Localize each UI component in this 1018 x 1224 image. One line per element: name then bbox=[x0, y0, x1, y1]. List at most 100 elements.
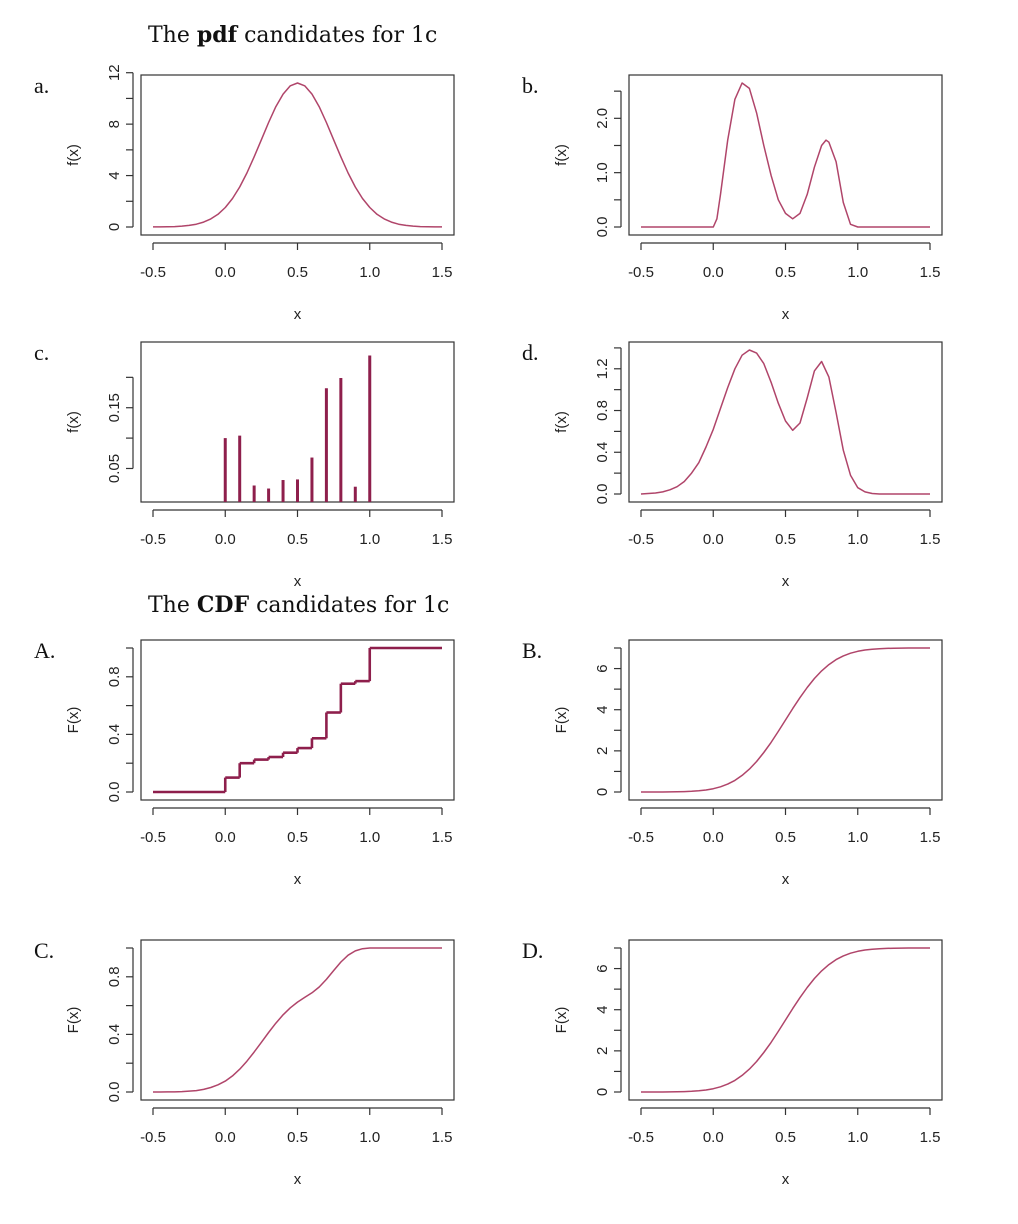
x-tick-label: 0.5 bbox=[287, 829, 308, 846]
y-tick-label: 0.0 bbox=[106, 782, 123, 803]
chart-panel-D: -0.5 0.0 0.5 1.0 1.5 x 0 2 4 6 F(x) bbox=[553, 939, 943, 1188]
chart-panel-d: -0.5 0.0 0.5 1.0 1.5 x 0.0 0.4 0.8 1.2 f(x) bbox=[553, 341, 943, 590]
x-tick-label: 0.0 bbox=[703, 264, 724, 281]
x-tick-label: 0.0 bbox=[703, 531, 724, 548]
y-tick-label: 0.8 bbox=[106, 666, 123, 687]
x-tick-label: 0.0 bbox=[215, 1129, 236, 1146]
chart-panel-C: -0.5 0.0 0.5 1.0 1.5 x 0.0 0.4 0.8 F(x) bbox=[65, 939, 455, 1188]
chart-panel-A: -0.5 0.0 0.5 1.0 1.5 x 0.0 0.4 0.8 F(x) bbox=[65, 639, 455, 888]
x-tick-label: 1.5 bbox=[432, 531, 453, 548]
x-tick-label: 0.0 bbox=[215, 264, 236, 281]
cdf-heading: The CDF candidates for 1c bbox=[148, 592, 449, 618]
panel-label-b: b. bbox=[522, 73, 539, 98]
x-tick-label: 1.0 bbox=[359, 829, 380, 846]
pdf-heading-pre: The bbox=[148, 23, 197, 48]
y-tick-label: 2 bbox=[594, 1047, 611, 1055]
y-tick-label: 1.0 bbox=[594, 162, 611, 183]
y-tick-label: 2.0 bbox=[594, 108, 611, 129]
x-axis-label: x bbox=[294, 573, 302, 590]
curve-line bbox=[153, 82, 442, 228]
x-axis-label: x bbox=[294, 306, 302, 323]
x-tick-label: 0.0 bbox=[703, 1129, 724, 1146]
y-axis-label: f(x) bbox=[65, 411, 82, 433]
x-axis-label: x bbox=[782, 573, 790, 590]
x-tick-label: -0.5 bbox=[140, 531, 166, 548]
panel-label-a: a. bbox=[34, 73, 50, 98]
x-tick-label: 1.0 bbox=[359, 264, 380, 281]
panel-label-A: A. bbox=[34, 638, 56, 663]
x-tick-label: 0.5 bbox=[775, 264, 796, 281]
x-tick-label: 0.0 bbox=[703, 829, 724, 846]
x-tick-label: 0.5 bbox=[775, 531, 796, 548]
y-tick-label: 0.15 bbox=[106, 393, 123, 422]
pdf-heading: The pdf candidates for 1c bbox=[148, 22, 437, 48]
curve-line bbox=[153, 947, 442, 1093]
x-tick-label: -0.5 bbox=[140, 829, 166, 846]
x-tick-label: 1.5 bbox=[920, 531, 941, 548]
x-tick-label: 1.5 bbox=[920, 829, 941, 846]
x-tick-label: 1.5 bbox=[920, 264, 941, 281]
y-tick-label: 0 bbox=[594, 788, 611, 796]
y-tick-label: 4 bbox=[106, 171, 123, 179]
plot-box bbox=[140, 939, 455, 1101]
x-tick-label: -0.5 bbox=[628, 1129, 654, 1146]
x-tick-label: 1.0 bbox=[847, 1129, 868, 1146]
y-axis-label: F(x) bbox=[65, 1007, 82, 1034]
panel-label-d: d. bbox=[522, 340, 539, 365]
x-tick-label: 1.5 bbox=[920, 1129, 941, 1146]
y-axis-label: F(x) bbox=[553, 1007, 570, 1034]
plot-box bbox=[140, 74, 455, 236]
chart-panel-c: -0.5 0.0 0.5 1.0 1.5 x 0.05 0.15 f(x) bbox=[65, 341, 455, 590]
y-tick-label: 0 bbox=[106, 223, 123, 231]
y-axis-label: f(x) bbox=[65, 144, 82, 166]
plot-box bbox=[628, 74, 943, 236]
y-tick-label: 6 bbox=[594, 664, 611, 672]
y-tick-label: 6 bbox=[594, 964, 611, 972]
x-tick-label: 1.0 bbox=[359, 531, 380, 548]
x-tick-label: 1.0 bbox=[847, 829, 868, 846]
plot-box bbox=[628, 939, 943, 1101]
cdf-heading-post: candidates for 1c bbox=[249, 593, 450, 618]
y-tick-label: 4 bbox=[594, 706, 611, 714]
x-tick-label: -0.5 bbox=[140, 264, 166, 281]
y-tick-label: 8 bbox=[106, 120, 123, 128]
x-tick-label: 1.5 bbox=[432, 829, 453, 846]
x-tick-label: -0.5 bbox=[628, 829, 654, 846]
y-tick-label: 1.2 bbox=[594, 358, 611, 379]
panel-label-B: B. bbox=[522, 638, 543, 663]
pdf-heading-bold: pdf bbox=[196, 22, 238, 48]
cdf-heading-pre: The bbox=[148, 593, 197, 618]
x-tick-label: 0.0 bbox=[215, 829, 236, 846]
x-tick-label: 0.5 bbox=[287, 264, 308, 281]
y-tick-label: 0.4 bbox=[106, 724, 123, 745]
x-tick-label: 1.0 bbox=[847, 264, 868, 281]
x-tick-label: -0.5 bbox=[628, 264, 654, 281]
x-tick-label: 0.5 bbox=[287, 1129, 308, 1146]
chart-panel-B: -0.5 0.0 0.5 1.0 1.5 x 0 2 4 6 F(x) bbox=[553, 639, 943, 888]
y-tick-label: 0.4 bbox=[594, 442, 611, 463]
x-axis-label: x bbox=[782, 1171, 790, 1188]
y-axis-label: f(x) bbox=[553, 144, 570, 166]
pdf-heading-post: candidates for 1c bbox=[237, 23, 438, 48]
curve-line bbox=[641, 647, 930, 793]
x-axis-label: x bbox=[294, 871, 302, 888]
plot-box bbox=[628, 639, 943, 801]
cdf-heading-bold: CDF bbox=[196, 592, 250, 618]
x-tick-label: 0.5 bbox=[287, 531, 308, 548]
x-axis-label: x bbox=[782, 871, 790, 888]
panel-label-D: D. bbox=[522, 938, 544, 963]
chart-panel-a: -0.5 0.0 0.5 1.0 1.5 x 0 4 8 12 f(x) bbox=[65, 64, 455, 323]
chart-panel-b: -0.5 0.0 0.5 1.0 1.5 x 0.0 1.0 2.0 f(x) bbox=[553, 74, 943, 323]
y-axis-label: F(x) bbox=[553, 707, 570, 734]
x-tick-label: 0.0 bbox=[215, 531, 236, 548]
x-tick-label: -0.5 bbox=[628, 531, 654, 548]
y-tick-label: 2 bbox=[594, 747, 611, 755]
x-tick-label: 0.5 bbox=[775, 829, 796, 846]
y-tick-label: 0.8 bbox=[106, 966, 123, 987]
curve-line bbox=[640, 349, 930, 495]
x-tick-label: 1.0 bbox=[359, 1129, 380, 1146]
y-tick-label: 0 bbox=[594, 1088, 611, 1096]
curve-line bbox=[641, 82, 930, 228]
x-axis-label: x bbox=[782, 306, 790, 323]
x-tick-label: 1.5 bbox=[432, 1129, 453, 1146]
